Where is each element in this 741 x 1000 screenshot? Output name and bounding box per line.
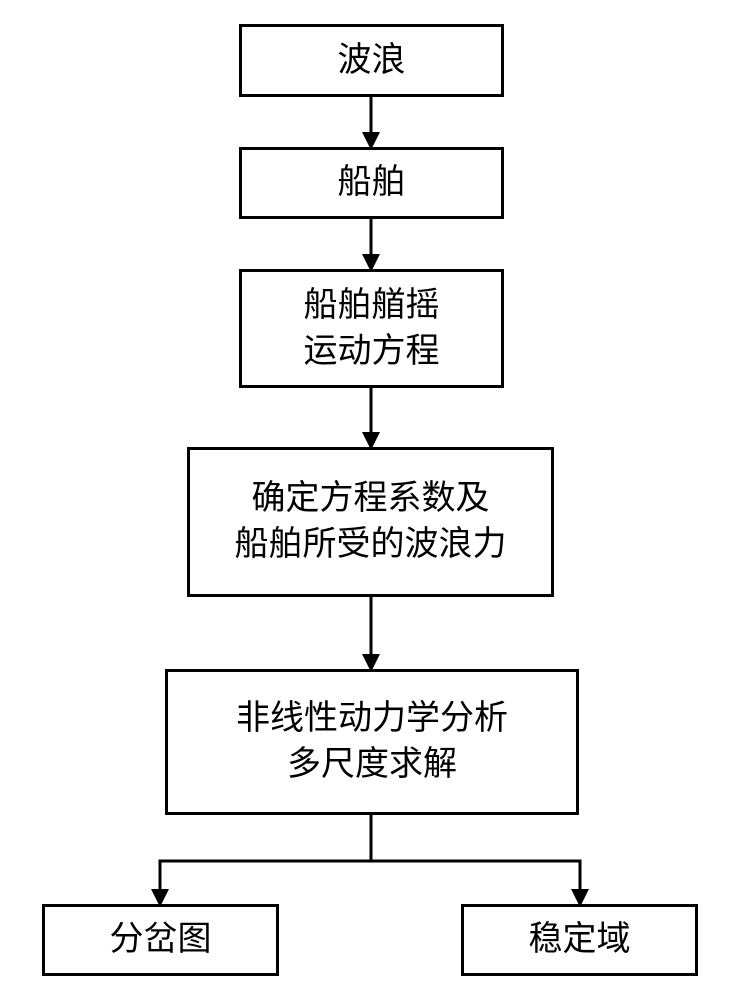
flow-arrows: [0, 0, 741, 1000]
